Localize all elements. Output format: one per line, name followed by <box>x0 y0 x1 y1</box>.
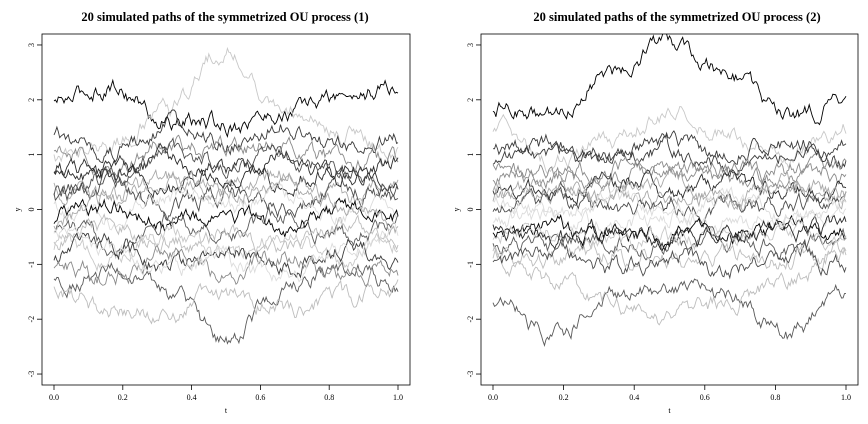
series-line <box>53 231 399 279</box>
series-line <box>53 279 399 325</box>
y-tick-label: -3 <box>27 371 36 378</box>
y-tick-label: -1 <box>466 261 475 268</box>
series-line <box>53 168 399 222</box>
y-tick-label: -3 <box>466 371 475 378</box>
chart-2-svg: 20 simulated paths of the symmetrized OU… <box>452 10 859 415</box>
chart-panel-1: 20 simulated paths of the symmetrized OU… <box>13 10 411 415</box>
series-line <box>53 168 399 236</box>
series-line <box>53 78 399 139</box>
y-tick-label: 2 <box>466 98 475 102</box>
series-line <box>492 105 847 175</box>
series-line <box>492 155 847 190</box>
series-line <box>53 260 399 345</box>
y-tick-label: 0 <box>466 208 475 212</box>
x-tick-label: 0.0 <box>488 393 498 402</box>
series-line <box>492 130 847 165</box>
chart-title: 20 simulated paths of the symmetrized OU… <box>533 10 820 24</box>
series-line <box>492 237 847 280</box>
plot-area: 0.0 0.2 0.4 0.6 0.8 1.0 -3 -2 -1 0 1 2 3 t y <box>13 33 411 415</box>
y-axis-label: y <box>13 208 22 212</box>
x-tick-label: 0.4 <box>629 393 639 402</box>
x-tick-label: 0.2 <box>118 393 128 402</box>
series-line <box>53 46 399 163</box>
x-tick-label: 0.4 <box>187 393 197 402</box>
series-line <box>53 244 399 288</box>
x-tick-label: 0.6 <box>255 393 265 402</box>
series-line <box>53 213 399 256</box>
y-tick-label: 1 <box>466 153 475 157</box>
x-tick-label: 0.0 <box>49 393 59 402</box>
y-tick-label: 0 <box>27 208 36 212</box>
y-tick-label: 3 <box>27 43 36 47</box>
y-tick-label: 1 <box>27 153 36 157</box>
chart-panel-2: 20 simulated paths of the symmetrized OU… <box>434 0 868 424</box>
series-line <box>53 142 399 190</box>
series-line <box>53 134 399 178</box>
x-tick-label: 0.8 <box>770 393 780 402</box>
plot-frame <box>41 33 411 386</box>
series-line <box>492 134 847 178</box>
series-line <box>53 137 399 197</box>
plot-area: 0.0 0.2 0.4 0.6 0.8 1.0 -3 -2 -1 0 1 2 3 t y <box>452 33 859 415</box>
y-axis-label: y <box>452 208 461 212</box>
series-line <box>53 109 399 164</box>
series-line <box>53 197 399 239</box>
series-line <box>492 278 847 347</box>
y-tick-label: -2 <box>466 316 475 323</box>
series-line <box>492 213 847 251</box>
series-line <box>492 34 847 126</box>
x-axis-label: t <box>668 406 671 415</box>
series-line <box>492 246 847 326</box>
series-line <box>492 225 847 261</box>
y-tick-label: 2 <box>27 98 36 102</box>
x-tick-label: 1.0 <box>393 393 403 402</box>
series-line <box>53 220 399 283</box>
x-axis-label: t <box>225 406 228 415</box>
series-line <box>492 166 847 208</box>
x-tick-label: 0.6 <box>700 393 710 402</box>
chart-title: 20 simulated paths of the symmetrized OU… <box>81 10 368 24</box>
series-line <box>53 181 399 231</box>
series-line <box>492 186 847 228</box>
y-tick-label: -2 <box>27 316 36 323</box>
chart-1-svg: 20 simulated paths of the symmetrized OU… <box>13 10 411 415</box>
y-tick-label: -1 <box>27 261 36 268</box>
x-tick-label: 0.2 <box>559 393 569 402</box>
series-line <box>492 185 846 230</box>
x-tick-label: 1.0 <box>841 393 851 402</box>
y-tick-label: 3 <box>466 43 475 47</box>
x-tick-label: 0.8 <box>324 393 334 402</box>
series-line <box>492 219 847 253</box>
